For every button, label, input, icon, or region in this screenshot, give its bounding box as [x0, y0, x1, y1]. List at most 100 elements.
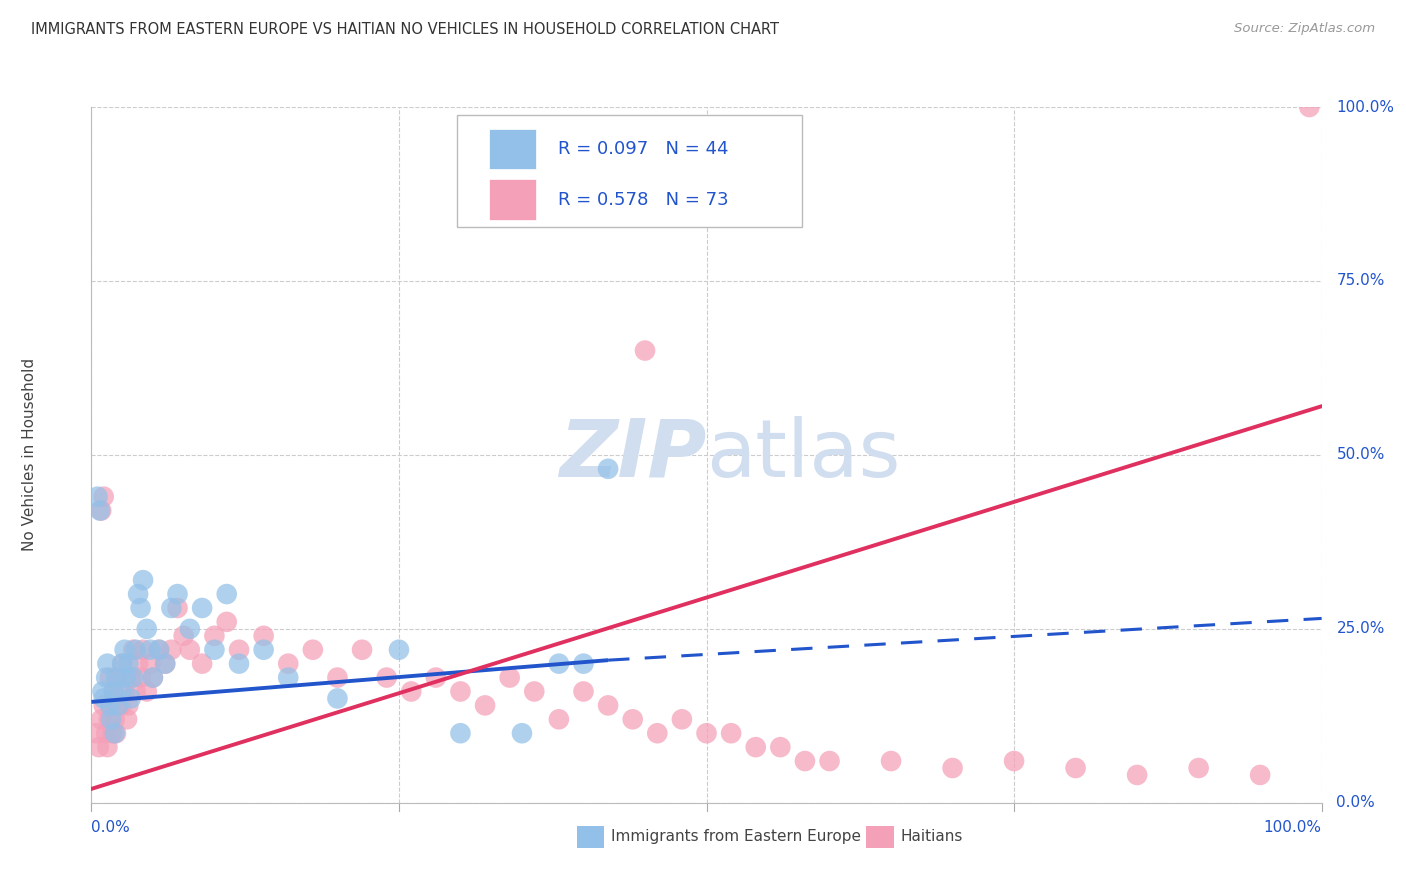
Point	[107, 698, 129, 713]
Point	[645, 726, 669, 740]
Point	[105, 671, 127, 685]
Point	[173, 629, 195, 643]
Text: 25.0%: 25.0%	[1336, 622, 1385, 636]
Point	[277, 671, 299, 685]
Point	[202, 642, 225, 657]
Point	[100, 698, 122, 713]
Point	[91, 684, 114, 698]
Point	[87, 740, 110, 755]
Point	[120, 671, 142, 685]
Point	[671, 712, 693, 726]
Point	[1002, 754, 1025, 768]
Point	[129, 601, 152, 615]
Point	[277, 657, 299, 671]
Point	[153, 657, 177, 671]
Point	[449, 684, 471, 698]
Point	[510, 726, 533, 740]
Point	[160, 642, 183, 657]
Text: R = 0.097   N = 44: R = 0.097 N = 44	[558, 140, 728, 158]
Point	[122, 642, 145, 657]
Text: ZIP: ZIP	[560, 416, 706, 494]
Point	[135, 684, 157, 698]
Point	[90, 712, 112, 726]
Point	[111, 657, 134, 671]
Point	[110, 684, 132, 698]
Point	[880, 754, 903, 768]
Point	[139, 642, 162, 657]
Point	[93, 698, 115, 713]
Point	[818, 754, 841, 768]
Point	[621, 712, 644, 726]
Point	[89, 503, 111, 517]
Point	[101, 726, 124, 740]
Point	[117, 698, 139, 713]
Point	[634, 343, 657, 358]
Point	[114, 642, 136, 657]
Point	[107, 671, 129, 685]
Point	[139, 657, 162, 671]
Point	[596, 462, 619, 476]
Text: No Vehicles in Household: No Vehicles in Household	[22, 359, 38, 551]
Point	[572, 684, 595, 698]
Point	[104, 712, 127, 726]
Point	[148, 642, 170, 657]
Point	[114, 684, 136, 698]
Point	[547, 657, 569, 671]
Point	[90, 503, 112, 517]
Point	[160, 601, 183, 615]
Point	[1064, 761, 1087, 775]
Point	[793, 754, 815, 768]
Point	[153, 657, 177, 671]
Point	[166, 587, 188, 601]
Point	[142, 671, 165, 685]
Point	[86, 726, 108, 740]
Point	[720, 726, 742, 740]
Point	[1126, 768, 1149, 782]
Point	[449, 726, 471, 740]
Text: IMMIGRANTS FROM EASTERN EUROPE VS HAITIAN NO VEHICLES IN HOUSEHOLD CORRELATION C: IMMIGRANTS FROM EASTERN EUROPE VS HAITIA…	[31, 22, 779, 37]
Point	[326, 691, 349, 706]
Point	[98, 698, 121, 713]
Point	[425, 671, 447, 685]
Bar	[489, 129, 536, 169]
Point	[769, 740, 792, 755]
Point	[124, 684, 146, 698]
Point	[129, 671, 152, 685]
Point	[941, 761, 963, 775]
Point	[103, 684, 125, 698]
Point	[179, 642, 201, 657]
Point	[117, 657, 139, 671]
Point	[124, 642, 146, 657]
Point	[228, 657, 250, 671]
Point	[1187, 761, 1209, 775]
Point	[115, 712, 138, 726]
Bar	[489, 179, 536, 219]
Text: R = 0.578   N = 73: R = 0.578 N = 73	[558, 191, 728, 209]
Bar	[578, 826, 605, 848]
Point	[96, 740, 118, 755]
Point	[103, 684, 125, 698]
Point	[97, 712, 120, 726]
Point	[122, 671, 145, 685]
Point	[253, 629, 276, 643]
Point	[326, 671, 349, 685]
Point	[148, 642, 170, 657]
Point	[596, 698, 619, 713]
Point	[100, 712, 122, 726]
FancyBboxPatch shape	[457, 115, 803, 227]
Point	[114, 671, 138, 685]
Point	[375, 671, 398, 685]
Point	[547, 712, 569, 726]
Point	[498, 671, 520, 685]
Point	[127, 587, 149, 601]
Point	[228, 642, 250, 657]
Point	[132, 642, 155, 657]
Point	[191, 601, 214, 615]
Point	[93, 490, 115, 504]
Point	[523, 684, 546, 698]
Point	[399, 684, 422, 698]
Point	[745, 740, 768, 755]
Point	[1298, 100, 1320, 114]
Point	[253, 642, 276, 657]
Point	[93, 691, 115, 706]
